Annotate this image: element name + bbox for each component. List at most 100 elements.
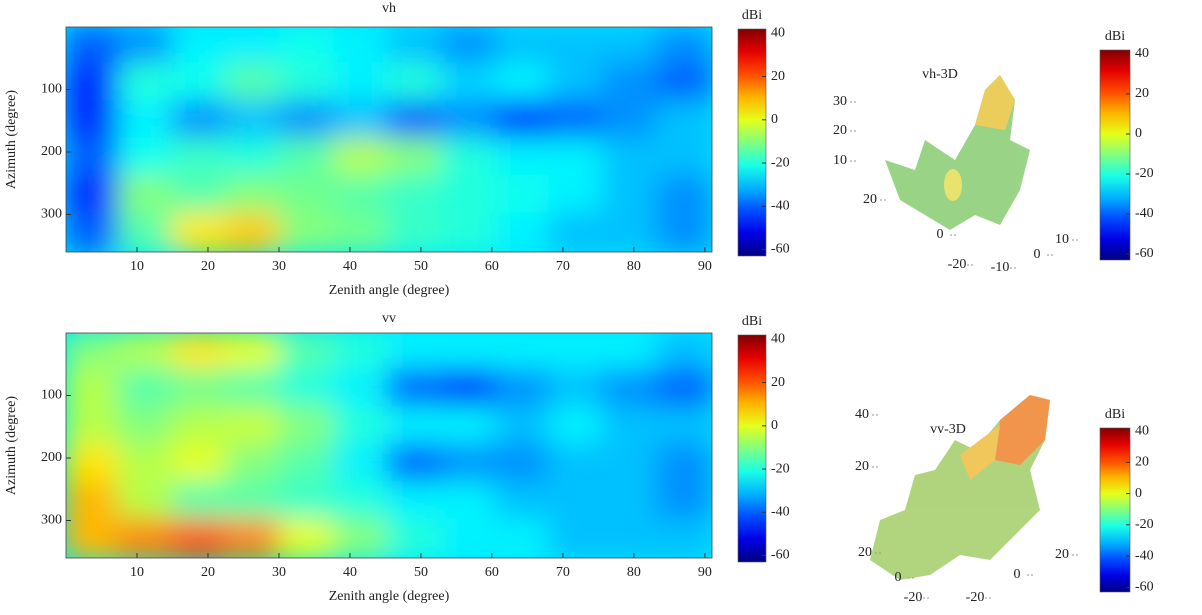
heatmap-cell — [602, 481, 661, 523]
heatmap-cell — [548, 62, 607, 104]
x-axis-label: Zenith angle (degree) — [329, 283, 450, 298]
colorbar-label: dBi — [742, 8, 762, 23]
heatmap-cell — [66, 368, 122, 410]
heatmap-cell — [117, 27, 176, 67]
heatmap-cell — [387, 100, 445, 142]
heatmap-cell — [117, 100, 176, 142]
x-tick-label: 30 — [272, 259, 286, 274]
heatmap-cell — [117, 212, 176, 252]
heatmap-cell — [333, 100, 391, 142]
heatmap-cell — [117, 175, 176, 217]
heatmap-cell — [387, 443, 445, 485]
heatmap-cell — [117, 137, 176, 179]
heatmap-cell — [494, 27, 553, 67]
heatmap-cell — [387, 175, 445, 217]
heatmap-cell — [171, 518, 230, 558]
x-tick-label: 20 — [858, 545, 872, 560]
heatmap-cell — [440, 443, 499, 485]
heatmap-cell — [66, 212, 122, 252]
heatmap — [66, 333, 712, 558]
heatmap-cell — [171, 406, 230, 448]
y-tick-label: 300 — [41, 207, 62, 222]
heatmap-cell — [548, 518, 607, 558]
heatmap-cell — [387, 481, 445, 523]
colorbar-tick-label: -60 — [1135, 246, 1154, 261]
y-tick-label: 100 — [41, 388, 62, 403]
heatmap-cell — [494, 62, 553, 104]
heatmap-cell — [225, 100, 284, 142]
heatmap-cell — [171, 137, 230, 179]
heatmap-cell — [279, 27, 338, 67]
colorbar — [1099, 49, 1131, 261]
heatmap-cell — [602, 406, 661, 448]
colorbar-tick-label: -20 — [1135, 517, 1154, 532]
heatmap-cell — [117, 443, 176, 485]
colorbar-tick-label: -60 — [771, 242, 790, 257]
heatmap-cell — [656, 481, 712, 523]
x-tick-label: 60 — [485, 259, 499, 274]
heatmap-cell — [440, 100, 499, 142]
heatmap-cell — [440, 212, 499, 252]
heatmap-cell — [387, 518, 445, 558]
x-tick-label: 40 — [343, 259, 357, 274]
heatmap-cell — [494, 406, 553, 448]
heatmap-cell — [602, 27, 661, 67]
x-tick-label: 90 — [698, 259, 712, 274]
heatmap-cell — [602, 137, 661, 179]
x-tick-label: 30 — [272, 565, 286, 580]
heatmap-cell — [333, 368, 391, 410]
colorbar-tick-label: 0 — [771, 112, 778, 127]
colorbar-tick-label: 20 — [1135, 455, 1149, 470]
heatmap-cell — [279, 333, 338, 373]
colorbar-label: dBi — [1105, 29, 1125, 44]
heatmap-cell — [440, 137, 499, 179]
heatmap-cell — [171, 443, 230, 485]
y-tick-label: -20 — [966, 590, 985, 605]
heatmap-cell — [333, 518, 391, 558]
heatmap-cell — [333, 406, 391, 448]
heatmap-cell — [225, 443, 284, 485]
heatmap-cell — [494, 368, 553, 410]
colorbar-tick-label: 40 — [771, 332, 785, 347]
heatmap-cell — [171, 100, 230, 142]
heatmap-cell — [117, 406, 176, 448]
colorbar-tick-label: 40 — [1135, 423, 1149, 438]
heatmap-cell — [66, 481, 122, 523]
y-tick-label: 200 — [41, 450, 62, 465]
colorbar-label: dBi — [742, 314, 762, 329]
heatmap-cell — [333, 27, 391, 67]
z-tick-label: 10 — [833, 153, 847, 168]
heatmap-cell — [656, 212, 712, 252]
heatmap-cell — [656, 62, 712, 104]
heatmap-cell — [494, 212, 553, 252]
chart-title: vh-3D — [922, 67, 958, 82]
heatmap-cell — [66, 137, 122, 179]
heatmap-cell — [656, 175, 712, 217]
heatmap-cell — [440, 175, 499, 217]
heatmap-cell — [548, 100, 607, 142]
heatmap-cell — [602, 443, 661, 485]
y-tick-label: 0 — [1034, 247, 1041, 262]
y-axis-label: Azimuth (degree) — [4, 90, 19, 189]
x-tick-label: 0 — [937, 227, 944, 242]
heatmap-cell — [494, 443, 553, 485]
heatmap-cell — [602, 518, 661, 558]
heatmap-cell — [548, 27, 607, 67]
heatmap-cell — [66, 175, 122, 217]
colorbar-tick-label: 40 — [771, 26, 785, 41]
heatmap-cell — [279, 481, 338, 523]
heatmap-cell — [333, 175, 391, 217]
heatmap-cell — [225, 137, 284, 179]
heatmap-cell — [494, 518, 553, 558]
x-axis-label: Zenith angle (degree) — [329, 589, 450, 604]
colorbar-tick-label: 0 — [1135, 486, 1142, 501]
heatmap-cell — [66, 406, 122, 448]
heatmap-cell — [440, 368, 499, 410]
heatmap-cell — [66, 62, 122, 104]
heatmap-cell — [171, 62, 230, 104]
heatmap-cell — [225, 175, 284, 217]
heatmap-cell — [656, 518, 712, 558]
colorbar — [737, 28, 767, 257]
y-tick-label: 0 — [1014, 567, 1021, 582]
